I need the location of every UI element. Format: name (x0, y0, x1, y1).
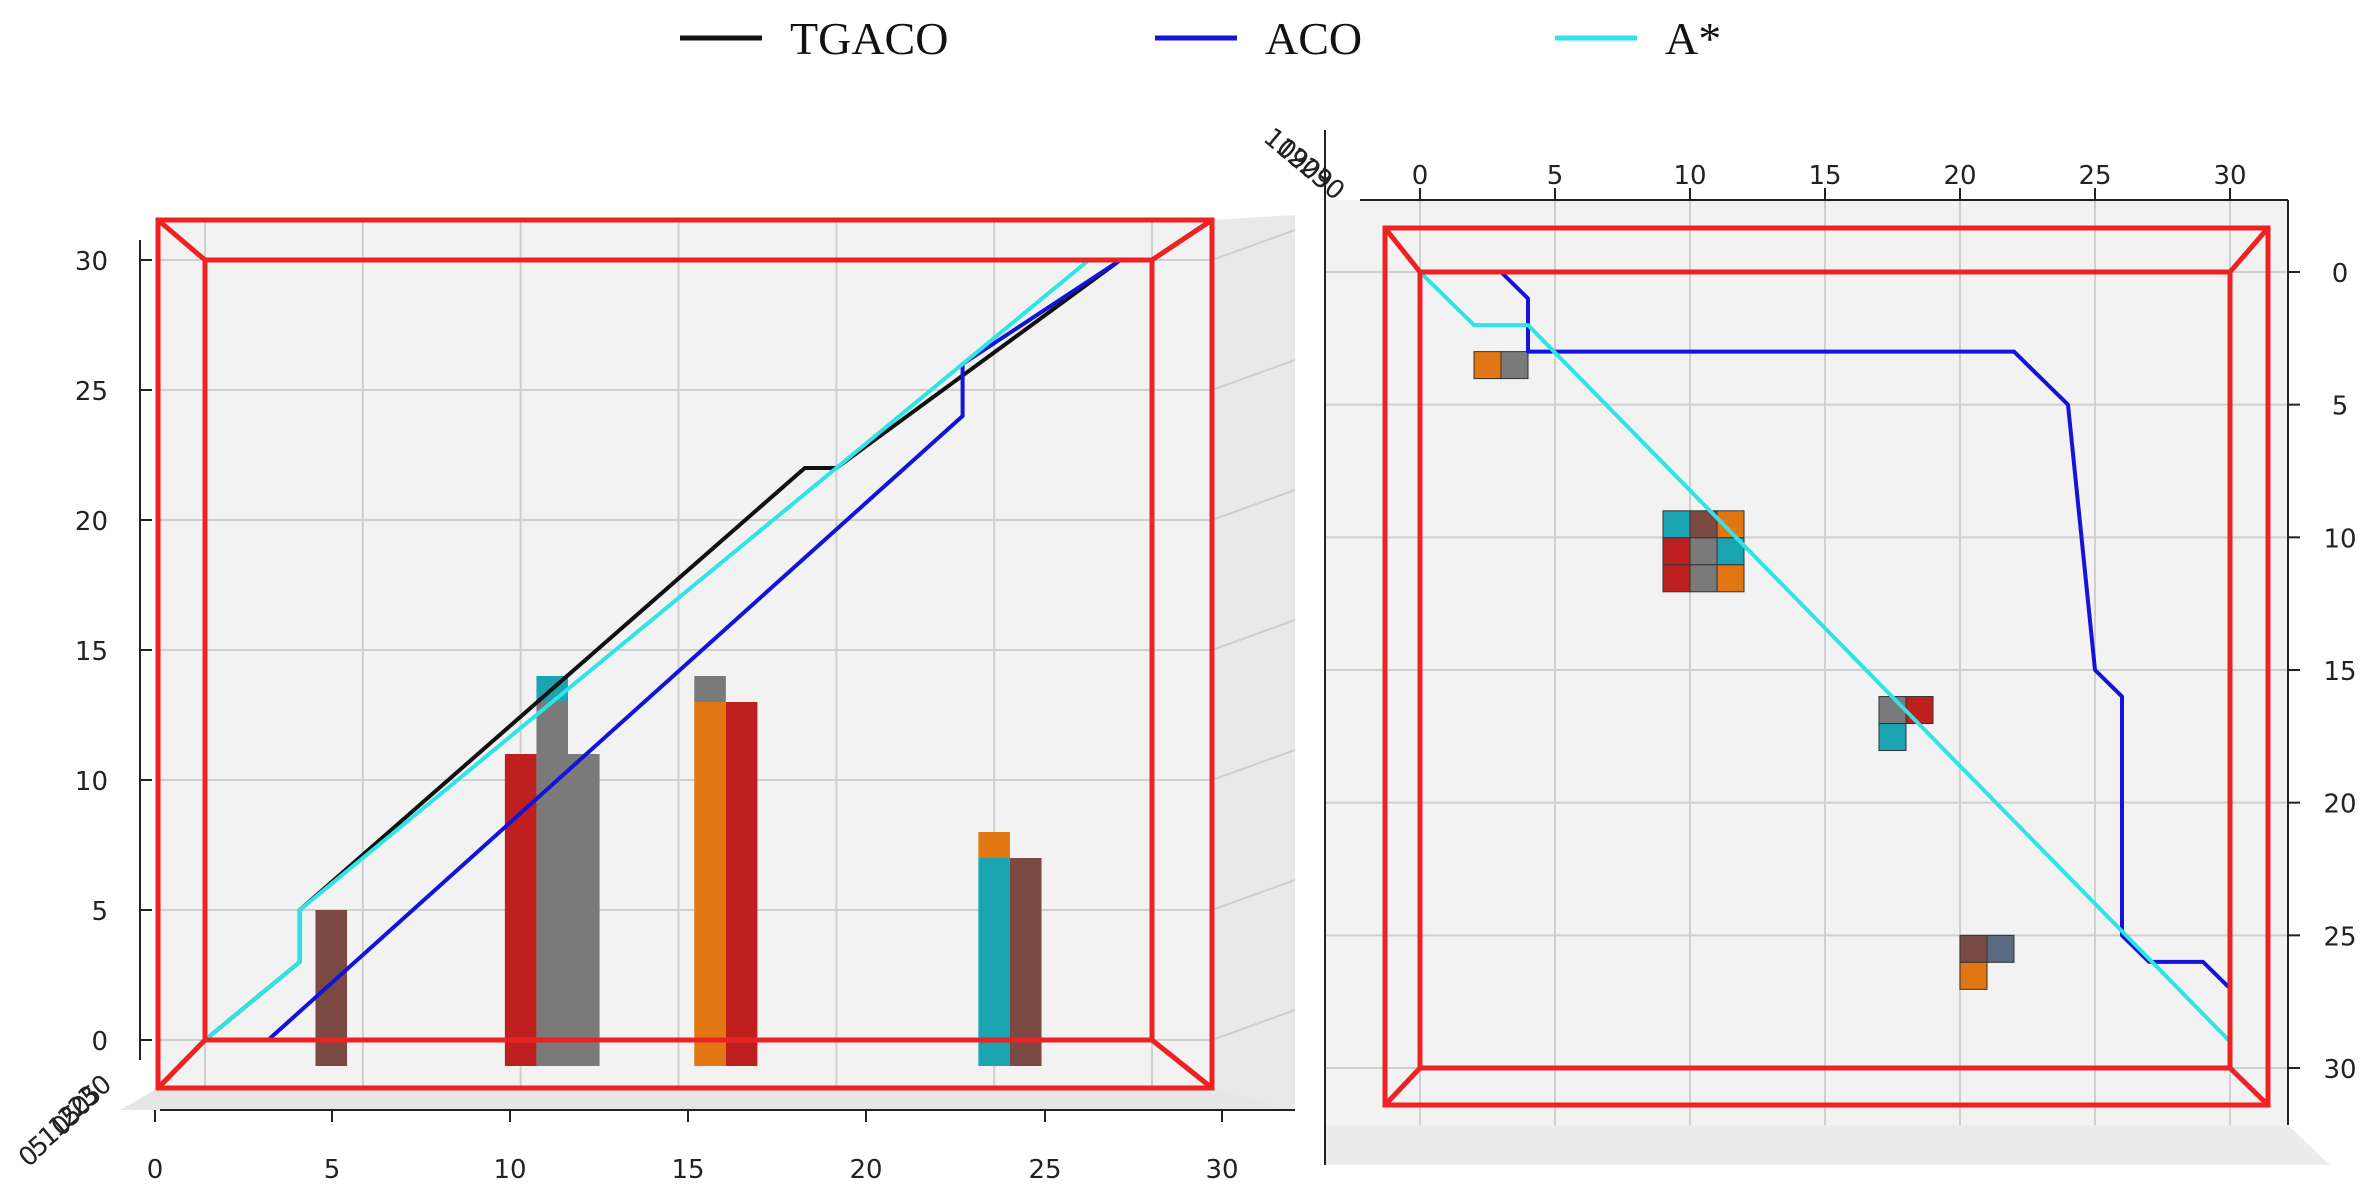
obstacle-cube (1662, 537, 1691, 566)
y-tick-label: 30 (2323, 1055, 2356, 1085)
series-line-ACO (1420, 270, 2232, 1068)
obstacle-bar (315, 910, 348, 1066)
bounding-box-edge (1150, 217, 1214, 263)
bounding-box-edge (156, 218, 207, 262)
y-tick-label: 30 (75, 247, 108, 277)
legend-label-0: TGACO (790, 13, 948, 64)
depth-grid-line (1211, 489, 1296, 521)
side-pane (1212, 215, 1295, 1110)
obstacle-cube (1689, 537, 1718, 566)
x-tick-label: 5 (324, 1155, 341, 1185)
obstacle-bar (1009, 858, 1042, 1066)
legend-label-1: ACO (1265, 13, 1362, 64)
floor-pane (1325, 1125, 2330, 1165)
y-tick-label: 20 (75, 507, 108, 537)
obstacle-cube (1959, 934, 1988, 963)
y-tick-label: 5 (2332, 392, 2349, 422)
obstacle-cube (1662, 564, 1691, 593)
y-tick-label: 10 (2323, 524, 2356, 554)
x-tick-label: 15 (1808, 161, 1841, 191)
legend-label-2: A* (1665, 13, 1721, 64)
bounding-box-edge (1383, 226, 1422, 274)
obstacle-bar (978, 858, 1010, 1066)
y-tick-label: 25 (2323, 922, 2356, 952)
bounding-box-front (155, 217, 1215, 1091)
x-tick-label: 10 (1673, 161, 1706, 191)
bounding-box-back (202, 257, 1155, 1043)
bounding-box-edge (1383, 1066, 1422, 1107)
x-tick-label: 0 (1412, 161, 1429, 191)
x-tick-label: 30 (2213, 161, 2246, 191)
obstacle-bar (725, 702, 758, 1066)
bounding-box-inner (1417, 269, 2233, 1071)
y-tick-label: 25 (75, 377, 108, 407)
depth-grid-line (1211, 749, 1296, 781)
depth-grid-line (1211, 229, 1296, 261)
y-tick-label: 15 (2323, 657, 2356, 687)
y-tick-label: 0 (91, 1027, 108, 1057)
obstacle-cube (1662, 510, 1691, 539)
x-tick-label: 30 (1205, 1155, 1238, 1185)
obstacle-cube (1905, 696, 1934, 725)
y-tick-label: 20 (2323, 790, 2356, 820)
obstacle-cube (1878, 696, 1907, 725)
obstacle-bar (568, 754, 600, 1066)
bounding-box-outer (1382, 225, 2271, 1108)
depth-grid-line (1211, 879, 1296, 911)
obstacle-cube (1500, 351, 1529, 380)
bounding-box-edge (156, 1038, 207, 1090)
y-tick-label: 10 (75, 767, 108, 797)
obstacle-cube (1473, 351, 1502, 380)
bounding-box-edge (2228, 226, 2270, 274)
x-tick-label: 20 (849, 1155, 882, 1185)
x-tick-label: 0 (147, 1155, 164, 1185)
x-tick-label: 25 (2078, 161, 2111, 191)
obstacle-bar (694, 702, 726, 1066)
x-tick-label: 15 (671, 1155, 704, 1185)
depth-grid-line (1211, 359, 1296, 391)
floor-pane (120, 1088, 1295, 1110)
obstacle-cube (1716, 564, 1745, 593)
legend: TGACO ACO A* (680, 13, 1721, 64)
obstacle-cube (1959, 961, 1988, 990)
obstacle-cube (1689, 564, 1718, 593)
obstacle-bar (536, 702, 569, 1066)
bounding-box-edge (2228, 1066, 2270, 1107)
x-tick-label: 20 (1943, 161, 1976, 191)
x-tick-label: 5 (1547, 161, 1564, 191)
depth-grid-line (1211, 619, 1296, 651)
bounding-box-edge (1150, 1038, 1214, 1090)
x-tick-label: 25 (1028, 1155, 1061, 1185)
y-tick-label: 0 (2332, 259, 2349, 289)
obstacle-bar-cap (978, 832, 1010, 858)
pane-background (158, 220, 1212, 1088)
y-tick-label: 5 (91, 897, 108, 927)
depth-grid-line (1211, 1009, 1296, 1041)
x-tick-label: 10 (493, 1155, 526, 1185)
obstacle-cube (1986, 934, 2015, 963)
obstacle-bar-cap (694, 676, 726, 702)
obstacle-cube (1878, 723, 1907, 752)
y-tick-label: 15 (75, 637, 108, 667)
pane-background (1325, 200, 2288, 1125)
